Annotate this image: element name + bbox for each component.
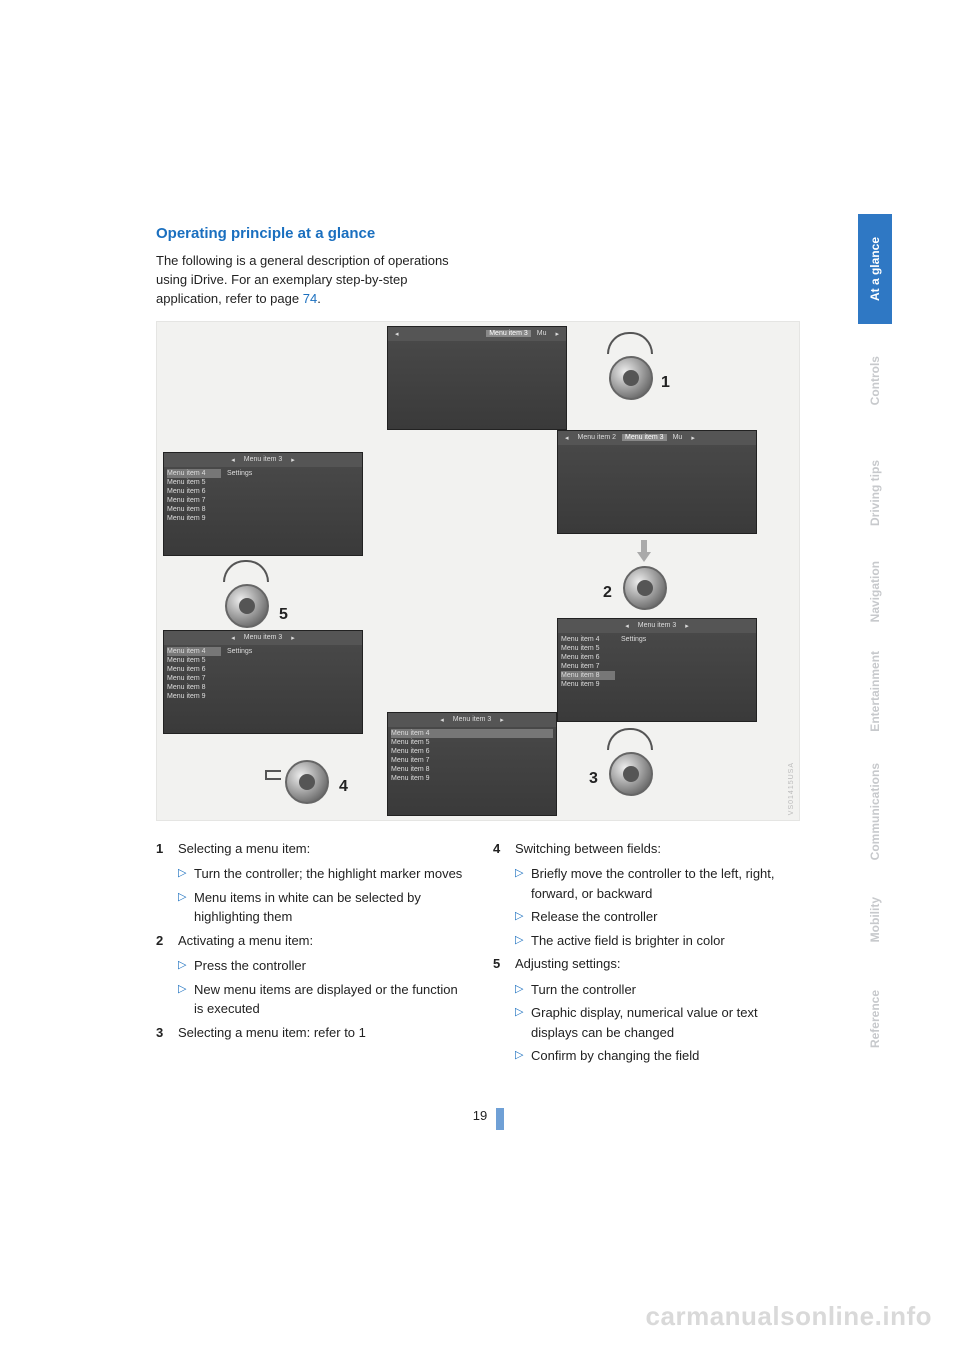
instruction-sub: ▷Briefly move the controller to the left… xyxy=(515,864,800,903)
controller-knob-icon xyxy=(225,584,269,628)
triangle-bullet-icon: ▷ xyxy=(178,888,194,927)
intro-paragraph: The following is a general description o… xyxy=(156,252,476,309)
instruction-item: 5Adjusting settings: xyxy=(493,954,800,974)
press-arrow-icon xyxy=(637,540,651,564)
instruction-item: 1Selecting a menu item: xyxy=(156,839,463,859)
item-title: Activating a menu item: xyxy=(178,931,463,951)
triangle-bullet-icon: ▷ xyxy=(515,1003,531,1042)
controller-knob-icon xyxy=(623,566,667,610)
menu-list: Menu item 4 Menu item 5 Menu item 6 Menu… xyxy=(164,645,224,704)
sub-text: Menu items in white can be selected by h… xyxy=(194,888,463,927)
triangle-bullet-icon: ▷ xyxy=(515,931,531,951)
instruction-sub: ▷Press the controller xyxy=(178,956,463,976)
sub-text: Turn the controller; the highlight marke… xyxy=(194,864,463,884)
page-content: Operating principle at a glance The foll… xyxy=(156,225,800,1070)
diagram-label-3: 3 xyxy=(589,770,598,788)
left-column: 1Selecting a menu item:▷Turn the control… xyxy=(156,839,463,1070)
instruction-sub: ▷Menu items in white can be selected by … xyxy=(178,888,463,927)
turn-arc-icon xyxy=(607,332,653,354)
instruction-sub: ▷Turn the controller; the highlight mark… xyxy=(178,864,463,884)
page-number: 19 xyxy=(473,1108,487,1123)
item-title: Selecting a menu item: refer to 1 xyxy=(178,1023,463,1043)
tab-controls[interactable]: Controls xyxy=(858,326,892,436)
instruction-sub: ▷The active field is brighter in color xyxy=(515,931,800,951)
diagram-label-2: 2 xyxy=(603,584,612,602)
section-heading: Operating principle at a glance xyxy=(156,225,800,242)
instruction-sub: ▷Release the controller xyxy=(515,907,800,927)
screen-4: ◂ Menu item 3 ▸ Menu item 4 Menu item 5 … xyxy=(163,630,363,734)
item-number: 1 xyxy=(156,839,178,859)
instruction-item: 2Activating a menu item: xyxy=(156,931,463,951)
page-number-mark xyxy=(496,1108,504,1130)
triangle-bullet-icon: ▷ xyxy=(515,1046,531,1066)
source-watermark: carmanualsonline.info xyxy=(646,1301,932,1332)
menu-list: Menu item 4 Menu item 5 Menu item 6 Menu… xyxy=(558,633,618,692)
tab-communications[interactable]: Communications xyxy=(858,748,892,876)
tab-mobility[interactable]: Mobility xyxy=(858,878,892,962)
instruction-columns: 1Selecting a menu item:▷Turn the control… xyxy=(156,839,800,1070)
sub-text: Confirm by changing the field xyxy=(531,1046,800,1066)
move-left-icon xyxy=(265,770,281,780)
menu-list: Menu item 4 Menu item 5 Menu item 6 Menu… xyxy=(388,727,556,786)
item-title: Selecting a menu item: xyxy=(178,839,463,859)
instruction-sub: ▷Graphic display, numerical value or tex… xyxy=(515,1003,800,1042)
turn-arc-icon xyxy=(607,728,653,750)
item-number: 5 xyxy=(493,954,515,974)
tab-navigation[interactable]: Navigation xyxy=(858,550,892,634)
triangle-bullet-icon: ▷ xyxy=(178,980,194,1019)
idrive-diagram: ◂ Menu item 3 Mu ▸ 1 ◂ Menu item 3 ▸ xyxy=(156,321,800,821)
page-link-74[interactable]: 74 xyxy=(303,291,317,306)
turn-arc-icon xyxy=(223,560,269,582)
controller-knob-icon xyxy=(285,760,329,804)
item-number: 4 xyxy=(493,839,515,859)
sub-text: Graphic display, numerical value or text… xyxy=(531,1003,800,1042)
diagram-label-1: 1 xyxy=(661,374,670,392)
tab-driving-tips[interactable]: Driving tips xyxy=(858,438,892,548)
tab-at-a-glance[interactable]: At a glance xyxy=(858,214,892,324)
sub-text: The active field is brighter in color xyxy=(531,931,800,951)
triangle-bullet-icon: ▷ xyxy=(515,907,531,927)
triangle-bullet-icon: ▷ xyxy=(515,864,531,903)
item-number: 2 xyxy=(156,931,178,951)
sub-text: Release the controller xyxy=(531,907,800,927)
image-code: VS01415USA xyxy=(788,762,795,815)
screen-2: ◂ Menu item 2 Menu item 3 Mu ▸ xyxy=(557,430,757,534)
instruction-sub: ▷Confirm by changing the field xyxy=(515,1046,800,1066)
controller-knob-icon xyxy=(609,752,653,796)
instruction-item: 3Selecting a menu item: refer to 1 xyxy=(156,1023,463,1043)
screen-3: ◂ Menu item 3 ▸ Menu item 4 Menu item 5 … xyxy=(557,618,757,722)
instruction-sub: ▷New menu items are displayed or the fun… xyxy=(178,980,463,1019)
sub-text: Press the controller xyxy=(194,956,463,976)
triangle-bullet-icon: ▷ xyxy=(178,956,194,976)
diagram-label-5: 5 xyxy=(279,606,288,624)
controller-knob-icon xyxy=(609,356,653,400)
item-number: 3 xyxy=(156,1023,178,1043)
triangle-bullet-icon: ▷ xyxy=(178,864,194,884)
screen-center: ◂ Menu item 3 ▸ Menu item 4 Menu item 5 … xyxy=(387,712,557,816)
tab-entertainment[interactable]: Entertainment xyxy=(858,636,892,746)
right-column: 4Switching between fields:▷Briefly move … xyxy=(493,839,800,1070)
section-tabs: At a glance Controls Driving tips Naviga… xyxy=(858,214,892,1076)
sub-text: Turn the controller xyxy=(531,980,800,1000)
item-title: Adjusting settings: xyxy=(515,954,800,974)
screen-5: ◂ Menu item 3 ▸ Menu item 4 Menu item 5 … xyxy=(163,452,363,556)
sub-text: Briefly move the controller to the left,… xyxy=(531,864,800,903)
sub-text: New menu items are displayed or the func… xyxy=(194,980,463,1019)
manual-page: At a glance Controls Driving tips Naviga… xyxy=(0,0,960,1358)
diagram-label-4: 4 xyxy=(339,778,348,796)
instruction-sub: ▷Turn the controller xyxy=(515,980,800,1000)
tab-reference[interactable]: Reference xyxy=(858,964,892,1074)
item-title: Switching between fields: xyxy=(515,839,800,859)
menu-list: Menu item 4 Menu item 5 Menu item 6 Menu… xyxy=(164,467,224,526)
screen-1: ◂ Menu item 3 Mu ▸ xyxy=(387,326,567,430)
triangle-bullet-icon: ▷ xyxy=(515,980,531,1000)
instruction-item: 4Switching between fields: xyxy=(493,839,800,859)
